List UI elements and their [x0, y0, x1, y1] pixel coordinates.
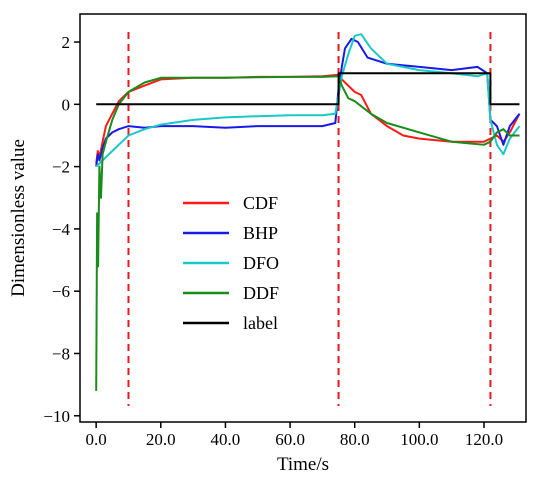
series-line-dfo	[95, 33, 521, 168]
x-tick-label: 100.0	[400, 430, 438, 449]
y-tick-label: −2	[52, 158, 70, 177]
y-tick-label: −4	[52, 220, 71, 239]
x-tick-label: 80.0	[340, 430, 370, 449]
y-tick-label: 0	[62, 95, 71, 114]
legend-label-bhp: BHP	[243, 223, 278, 243]
x-tick-label: 120.0	[465, 430, 503, 449]
x-axis: 0.0 20.0 40.0 60.0 80.0 100.0 120.0	[86, 422, 503, 449]
legend-label-cdf: CDF	[243, 193, 278, 213]
y-tick-label: −10	[43, 407, 70, 426]
y-tick-label: 2	[62, 33, 71, 52]
series-line-bhp	[95, 37, 521, 167]
y-axis-label: Dimensionless value	[8, 139, 29, 297]
x-tick-label: 0.0	[86, 430, 107, 449]
series-line-cdf	[95, 73, 521, 164]
y-tick-label: −8	[52, 344, 70, 363]
x-tick-label: 60.0	[275, 430, 305, 449]
x-tick-label: 20.0	[146, 430, 176, 449]
y-axis: 2 0 −2 −4 −6 −8 −10	[43, 33, 80, 426]
legend-label-ddf: DDF	[243, 283, 279, 303]
plot-frame	[79, 13, 527, 423]
x-axis-label: Time/s	[277, 454, 329, 475]
vertical-markers	[127, 32, 492, 406]
series-line-label	[96, 72, 520, 106]
x-tick-label: 40.0	[211, 430, 241, 449]
series-layer	[95, 33, 521, 391]
series-line-ddf	[95, 75, 520, 391]
y-tick-label: −6	[52, 282, 70, 301]
legend: CDF BHP DFO DDF label	[183, 193, 279, 333]
legend-label-label: label	[243, 313, 278, 333]
legend-label-dfo: DFO	[243, 253, 279, 273]
